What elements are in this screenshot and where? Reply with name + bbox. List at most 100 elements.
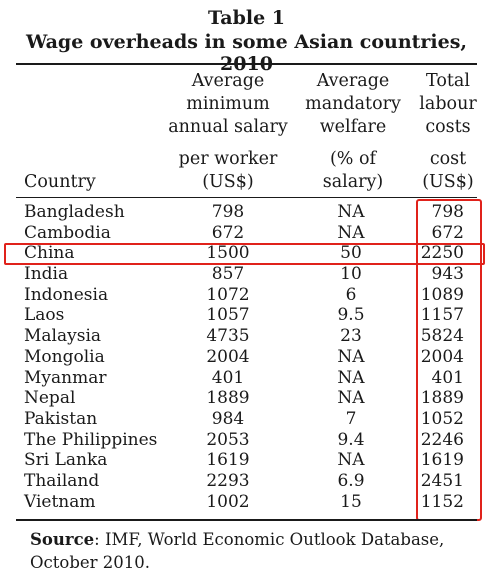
country-cell: Laos — [24, 305, 65, 326]
salary-cell: 2053 — [206, 429, 250, 450]
table-title: Table 1 — [207, 7, 286, 29]
welfare-cell: 15 — [340, 491, 362, 512]
source-text: : IMF, World Economic Outlook Database, … — [30, 530, 445, 572]
welfare-cell: NA — [337, 346, 365, 367]
total-cell: 2004 — [420, 346, 464, 367]
welfare-cell: 6.9 — [337, 470, 365, 491]
country-cell: Pakistan — [24, 408, 98, 429]
units-salary-line: per worker — [178, 149, 278, 169]
salary-cell: 1500 — [206, 243, 250, 264]
welfare-cell: 10 — [340, 264, 362, 285]
country-cell: Nepal — [24, 388, 76, 409]
china-row-highlight — [4, 243, 485, 265]
header-salary-line: Average — [191, 71, 265, 91]
table-row: Vietnam 1002 15 1152 — [0, 492, 493, 513]
salary-cell: 672 — [211, 222, 245, 243]
header-welfare-line: welfare — [319, 117, 387, 137]
total-cell: 1889 — [420, 388, 464, 409]
welfare-cell: 50 — [340, 243, 362, 264]
units-salary: per worker (US$) — [168, 148, 288, 194]
country-cell: The Philippines — [24, 429, 158, 450]
total-cell: 1619 — [420, 450, 464, 471]
table-row: Cambodia 672 NA 672 — [0, 223, 493, 244]
salary-cell: 1002 — [206, 491, 250, 512]
country-cell: Bangladesh — [24, 202, 125, 222]
table-row: China 1500 50 2250 — [0, 243, 493, 264]
welfare-cell: 9.5 — [337, 305, 365, 326]
welfare-cell: 7 — [345, 408, 357, 429]
total-cell: 5824 — [420, 326, 464, 347]
welfare-cell: 6 — [345, 284, 357, 305]
country-cell: Thailand — [24, 470, 100, 491]
salary-cell: 2293 — [206, 470, 250, 491]
country-cell: Vietnam — [24, 491, 96, 512]
welfare-cell: NA — [337, 202, 365, 222]
table-body: Bangladesh 798 NA 798 Cambodia 672 NA 672 Chin… — [0, 202, 493, 512]
country-cell: China — [24, 243, 75, 264]
salary-cell: 798 — [211, 202, 245, 222]
welfare-cell: NA — [337, 388, 365, 409]
total-cell: 2246 — [420, 429, 464, 450]
table-row: Sri Lanka 1619 NA 1619 — [0, 450, 493, 471]
total-cell: 1157 — [420, 305, 464, 326]
header-total-line: labour — [419, 94, 477, 114]
total-column-highlight — [416, 199, 482, 521]
country-cell: Sri Lanka — [24, 450, 108, 471]
country-header: Country — [24, 172, 96, 192]
header-salary-line: minimum — [186, 94, 270, 114]
total-cell: 2250 — [420, 243, 464, 264]
header-welfare: Average mandatory welfare — [298, 70, 408, 139]
total-cell: 2451 — [420, 470, 464, 491]
header-total: Total labour costs — [410, 70, 486, 139]
table-row: India 857 10 943 — [0, 264, 493, 285]
table-row: The Philippines 2053 9.4 2246 — [0, 430, 493, 451]
units-total-line: (US$) — [422, 172, 474, 192]
units-salary-line: (US$) — [202, 172, 254, 192]
country-cell: Cambodia — [24, 222, 111, 243]
table-row: Myanmar 401 NA 401 — [0, 368, 493, 389]
header-welfare-line: mandatory — [305, 94, 401, 114]
bottom-rule — [16, 519, 477, 521]
units-welfare-line: salary) — [322, 172, 384, 192]
source-note: Source: IMF, World Economic Outlook Data… — [30, 528, 475, 574]
header-salary: Average minimum annual salary — [168, 70, 288, 139]
salary-cell: 857 — [211, 264, 245, 285]
total-cell: 1052 — [420, 408, 464, 429]
salary-cell: 984 — [211, 408, 245, 429]
table-row: Nepal 1889 NA 1889 — [0, 388, 493, 409]
header-total-line: costs — [425, 117, 471, 137]
table-subtitle: Wage overheads in some Asian countries, … — [25, 31, 468, 75]
salary-cell: 1619 — [206, 450, 250, 471]
table-row: Thailand 2293 6.9 2451 — [0, 471, 493, 492]
welfare-cell: 9.4 — [337, 429, 365, 450]
table-row: Pakistan 984 7 1052 — [0, 409, 493, 430]
salary-cell: 4735 — [206, 326, 250, 347]
welfare-cell: NA — [337, 450, 365, 471]
total-cell: 401 — [431, 367, 464, 388]
source-label: Source — [30, 530, 95, 549]
welfare-cell: 23 — [340, 326, 362, 347]
table-row: Mongolia 2004 NA 2004 — [0, 347, 493, 368]
top-rule — [16, 63, 477, 65]
country-cell: Malaysia — [24, 326, 102, 347]
salary-cell: 1889 — [206, 388, 250, 409]
salary-cell: 1072 — [206, 284, 250, 305]
welfare-cell: NA — [337, 222, 365, 243]
country-cell: Myanmar — [24, 367, 107, 388]
units-welfare: (% of salary) — [298, 148, 408, 194]
welfare-cell: NA — [337, 367, 365, 388]
table-row: Indonesia 1072 6 1089 — [0, 285, 493, 306]
total-cell: 672 — [431, 222, 464, 243]
units-total-line: cost — [429, 149, 467, 169]
table-row: Malaysia 4735 23 5824 — [0, 326, 493, 347]
salary-cell: 1057 — [206, 305, 250, 326]
total-cell: 943 — [431, 264, 464, 285]
country-cell: India — [24, 264, 69, 285]
units-welfare-line: (% of — [329, 149, 377, 169]
total-cell: 798 — [431, 202, 464, 222]
country-cell: Mongolia — [24, 346, 105, 367]
salary-cell: 2004 — [206, 346, 250, 367]
total-cell: 1152 — [420, 491, 464, 512]
header-welfare-line: Average — [316, 71, 390, 91]
header-total-line: Total — [426, 71, 470, 91]
